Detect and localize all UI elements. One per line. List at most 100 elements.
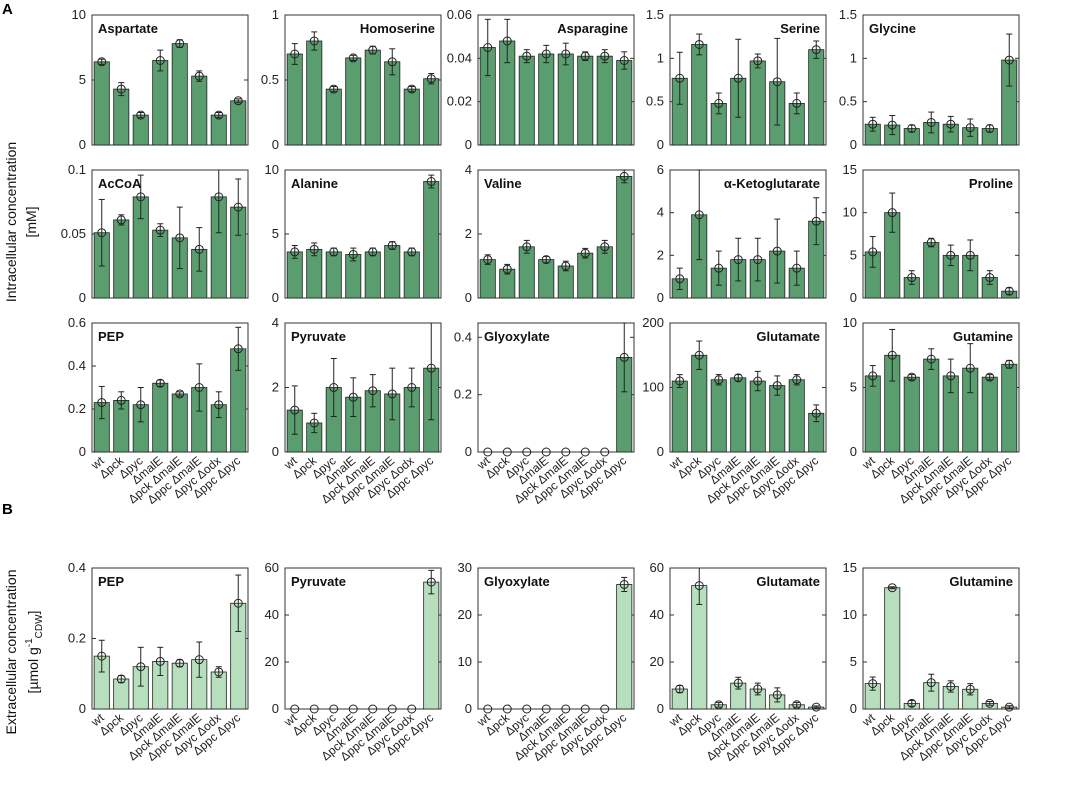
y-tick-label: 10 (843, 205, 857, 220)
y-tick-label: 5 (272, 226, 279, 241)
plot-frame (862, 169, 1020, 299)
panel-label-b: B (2, 501, 13, 518)
y-tick-label: 0 (272, 290, 279, 305)
data-point (541, 255, 551, 265)
data-point (907, 698, 917, 708)
data-point (714, 375, 724, 385)
data-point (214, 667, 224, 677)
data-point (155, 378, 165, 388)
chart-a-accoa: 0 0.05 0.1 AcCoA (61, 162, 249, 305)
bar-male (923, 242, 940, 299)
data-point (561, 447, 571, 457)
data-point (561, 261, 571, 271)
chart-title: Asparagine (557, 21, 628, 36)
y-tick-label: 10 (843, 607, 857, 622)
bar-wt (479, 259, 496, 299)
data-point (619, 352, 629, 362)
data-point (811, 408, 821, 418)
bar-pck (113, 219, 130, 299)
data-point (926, 354, 936, 364)
data-point (580, 248, 590, 258)
data-point (194, 655, 204, 665)
plot-frame (669, 567, 827, 710)
y-tick-label: 0 (465, 290, 472, 305)
data-point (733, 255, 743, 265)
data-point (329, 704, 339, 714)
data-point (407, 704, 417, 714)
plot-frame (284, 567, 442, 710)
bar-pyc (325, 88, 342, 146)
data-point (675, 376, 685, 386)
y-tick-label: 20 (458, 607, 472, 622)
y-tick-label: 10 (843, 315, 857, 330)
chart-title: Glutamine (949, 574, 1013, 589)
data-point (887, 350, 897, 360)
y-tick-label: 0 (657, 290, 664, 305)
bar-ppc-pyc (423, 581, 440, 710)
y-tick-label: 0.6 (68, 315, 86, 330)
data-point (985, 273, 995, 283)
y-tick-label: 0.5 (646, 94, 664, 109)
y-tick-label: 5 (79, 72, 86, 87)
y-tick-label: 4 (272, 315, 279, 330)
chart-a-asparagine: 0 0.02 0.04 0.06 Asparagine (447, 7, 635, 152)
y-tick-label: 30 (458, 560, 472, 575)
data-point (214, 192, 224, 202)
data-point (483, 43, 493, 52)
data-point (792, 700, 802, 710)
y-tick-label: 0 (850, 290, 857, 305)
bar-ppc-male (577, 252, 594, 299)
chart-title: AcCoA (98, 176, 142, 191)
bar-ppc-pyc (616, 584, 633, 710)
y-tick-label: 1.5 (646, 7, 664, 22)
data-point (502, 36, 512, 46)
data-point (772, 381, 782, 391)
data-point (368, 386, 378, 396)
data-point (194, 244, 204, 254)
bar-pck-male (171, 662, 188, 710)
plot-frame (477, 322, 635, 453)
data-point (580, 704, 590, 714)
data-point (1004, 702, 1014, 712)
data-point (561, 704, 571, 714)
data-point (214, 110, 224, 120)
y-tick-label: 0 (465, 701, 472, 716)
bar-ppc-male (577, 55, 594, 146)
data-point (753, 376, 763, 386)
data-point (792, 98, 802, 108)
extracellular-y-title-sup: -1 (24, 638, 35, 647)
chart-a-ketoglutarate: 0 2 4 6 α-Ketoglutarate (657, 162, 827, 305)
bar-pyc (325, 251, 342, 299)
data-point (811, 702, 821, 712)
y-tick-label: 0 (79, 290, 86, 305)
data-point (290, 49, 300, 59)
data-point (772, 690, 782, 700)
data-point (772, 77, 782, 87)
data-point (175, 233, 185, 243)
data-point (714, 263, 724, 273)
y-tick-label: 2 (657, 247, 664, 262)
chart-title: Glycine (869, 21, 916, 36)
y-tick-label: 0 (79, 444, 86, 459)
y-tick-label: 0.1 (68, 162, 86, 177)
data-point (116, 84, 126, 94)
data-point (733, 73, 743, 83)
data-point (233, 598, 243, 608)
y-tick-label: 0 (465, 137, 472, 152)
data-point (426, 177, 436, 187)
data-point (946, 119, 956, 129)
bar-pck-male (749, 60, 766, 146)
bar-pck-male (364, 49, 381, 146)
y-tick-label: 0.5 (839, 94, 857, 109)
bar-male (538, 259, 555, 299)
bar-pck (306, 248, 323, 299)
data-point (541, 447, 551, 457)
y-tick-label: 0.4 (68, 560, 86, 575)
data-point (175, 658, 185, 668)
